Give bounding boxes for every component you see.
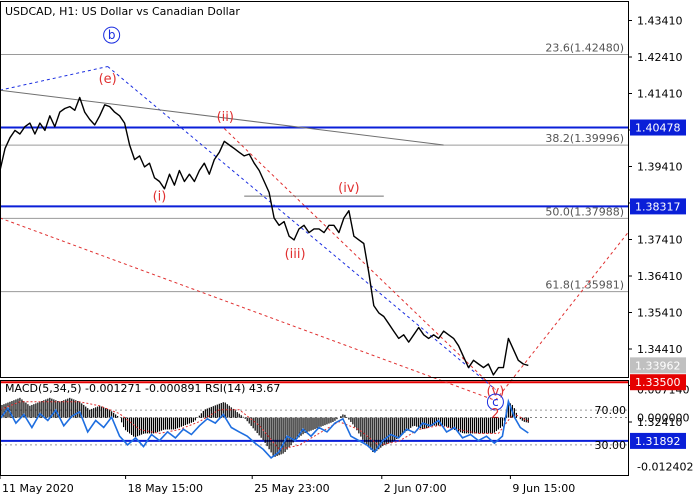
wave-label: (iv) <box>338 181 359 196</box>
price-tag-box <box>630 198 686 215</box>
y-tick-label: 1.42410 <box>637 51 683 64</box>
current-price-label: 1.33962 <box>635 359 681 372</box>
wave-label: (iii) <box>285 247 306 262</box>
price-tag-label: 1.40478 <box>635 122 681 135</box>
rsi-line <box>0 398 529 459</box>
indicator-y-tick-label: -0.012402 <box>637 461 693 474</box>
trend-lines-layer <box>0 66 629 401</box>
macd-signal-line <box>0 401 529 450</box>
rsi-level-label: 70.00 <box>595 404 627 417</box>
x-tick-label: 2 Jun 07:00 <box>384 482 447 495</box>
y-tick-label: 1.39410 <box>637 161 683 174</box>
indicator-y-tick-label: 0.000000 <box>637 412 690 425</box>
axes-layer: 1.434101.424101.414101.404101.394101.384… <box>0 1 686 495</box>
wave-label: 2 <box>491 407 499 422</box>
y-tick-label: 1.36410 <box>637 270 683 283</box>
wave-label-circle <box>103 26 121 44</box>
wave-label: (i) <box>153 189 167 204</box>
fib-level-label: 50.0(1.37988) <box>545 205 624 218</box>
price-tag-label: 1.33500 <box>635 376 681 389</box>
chart-title: USDCAD, H1: US Dollar vs Canadian Dollar <box>5 5 240 18</box>
y-tick-label: 1.37410 <box>637 234 683 247</box>
fib-level-label: 23.6(1.42480) <box>545 41 624 54</box>
y-tick-label: 1.35410 <box>637 307 683 320</box>
indicator-pane-frame <box>0 380 629 476</box>
y-tick-label: 1.32410 <box>637 416 683 429</box>
grid-layer: 23.6(1.42480) 38.2(1.39996) 50.0(1.37988) 6… <box>0 41 628 293</box>
wave-label: c <box>492 395 499 409</box>
price-tag-box <box>630 374 686 391</box>
x-tick-label: 9 Jun 15:00 <box>512 482 575 495</box>
y-tick-label: 1.34410 <box>637 343 683 356</box>
main-pane-frame <box>0 1 629 378</box>
x-tick-label: 18 May 15:00 <box>128 482 203 495</box>
wave-label: b <box>108 28 116 42</box>
price-tag-label: 1.31892 <box>635 435 681 448</box>
price-tag-label: 1.38317 <box>635 200 681 213</box>
wave-labels-layer: b(e)(ii)(i)(iv)(iii)(v)c2 <box>99 26 504 422</box>
y-tick-label: 1.41410 <box>637 88 683 101</box>
rsi-level-label: 30.00 <box>595 439 627 452</box>
price-tag-box <box>630 432 686 449</box>
trend-line <box>107 66 496 390</box>
fib-level-label: 38.2(1.39996) <box>545 132 624 145</box>
trend-line <box>0 217 496 401</box>
trend-line <box>223 128 496 390</box>
price-line <box>0 96 529 376</box>
wave-label: (e) <box>99 72 117 87</box>
trend-line <box>0 66 108 91</box>
indicator-label: MACD(5,34,5) -0.001271 -0.000891 RSI(14)… <box>5 382 280 395</box>
price-tag-box <box>630 119 686 136</box>
horizontal-levels-layer <box>0 126 628 442</box>
x-tick-label: 11 May 2020 <box>2 482 74 495</box>
wave-label: (ii) <box>217 110 234 125</box>
fib-level-label: 61.8(1.35981) <box>545 279 624 292</box>
trend-line <box>0 89 444 146</box>
price-series-layer <box>0 96 529 376</box>
x-tick-label: 25 May 23:00 <box>254 482 329 495</box>
y-tick-label: 1.43410 <box>637 15 683 28</box>
current-price-box <box>630 357 686 374</box>
